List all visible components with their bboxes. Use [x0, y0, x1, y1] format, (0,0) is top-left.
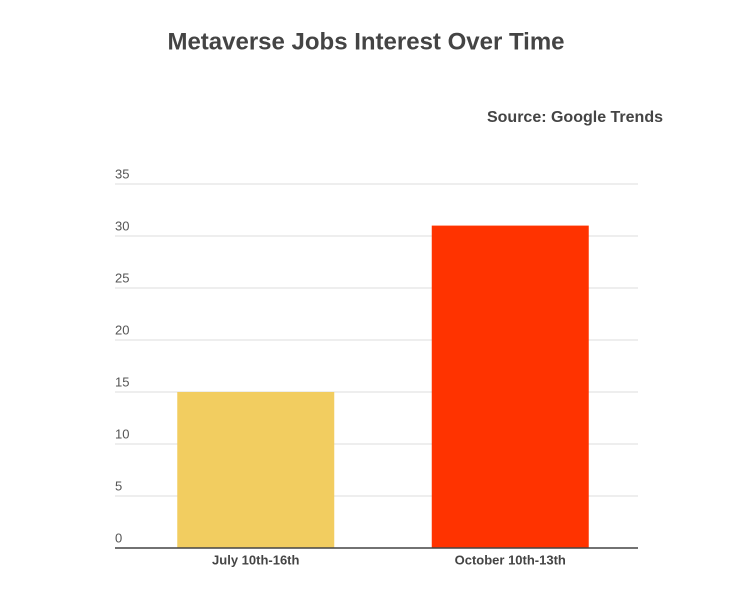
y-tick-label: 10 — [115, 426, 129, 441]
y-tick-label: 30 — [115, 218, 129, 233]
source-note: Source: Google Trends — [487, 109, 663, 126]
y-tick-label: 35 — [115, 166, 129, 181]
x-tick-label: October 10th-13th — [455, 552, 566, 567]
y-tick-label: 0 — [115, 530, 122, 545]
x-tick-label: July 10th-16th — [212, 552, 299, 567]
bar — [177, 392, 335, 548]
y-tick-label: 5 — [115, 478, 122, 493]
y-tick-label: 25 — [115, 270, 129, 285]
bar — [431, 225, 589, 548]
chart-title: Metaverse Jobs Interest Over Time — [167, 28, 564, 55]
y-tick-label: 15 — [115, 374, 129, 389]
y-tick-label: 20 — [115, 322, 129, 337]
